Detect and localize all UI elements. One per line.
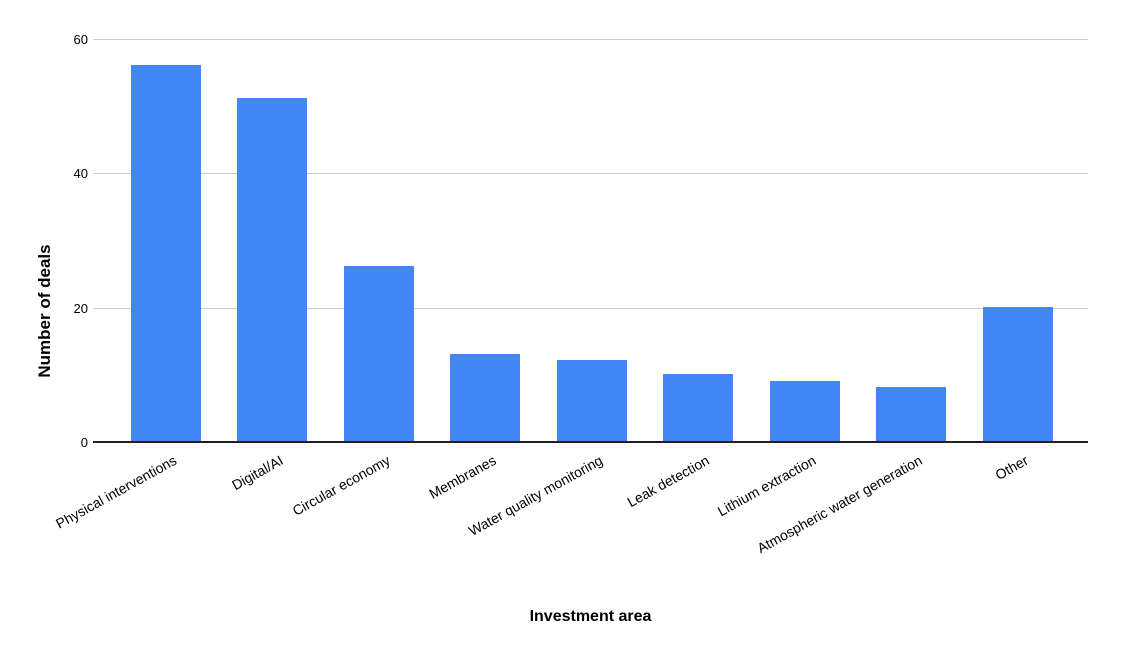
bar	[343, 266, 414, 441]
x-category-label: Leak detection	[624, 452, 712, 511]
x-category-label: Membranes	[426, 452, 499, 502]
y-tick-label: 60	[73, 32, 88, 47]
y-tick-label: 20	[73, 300, 88, 316]
y-tick-label: 0	[80, 435, 88, 450]
x-category-label: Circular economy	[289, 452, 393, 519]
x-axis-title: Investment area	[529, 608, 652, 625]
gridline	[93, 173, 1088, 175]
bar	[450, 353, 520, 441]
bar	[556, 360, 627, 441]
x-category-label: Other	[992, 452, 1032, 483]
x-category-label: Lithium extraction	[714, 452, 819, 520]
bar	[769, 380, 840, 441]
bar	[663, 373, 733, 441]
x-category-label: Physical interventions	[53, 452, 180, 532]
gridline	[93, 307, 1088, 309]
bar	[130, 64, 201, 441]
bar	[237, 98, 307, 441]
y-tick-label: 40	[73, 166, 88, 182]
bar	[876, 387, 946, 441]
gridline	[93, 39, 1088, 40]
bar	[982, 306, 1053, 441]
x-category-label: Digital/AI	[228, 452, 286, 494]
plot-area	[93, 39, 1088, 443]
